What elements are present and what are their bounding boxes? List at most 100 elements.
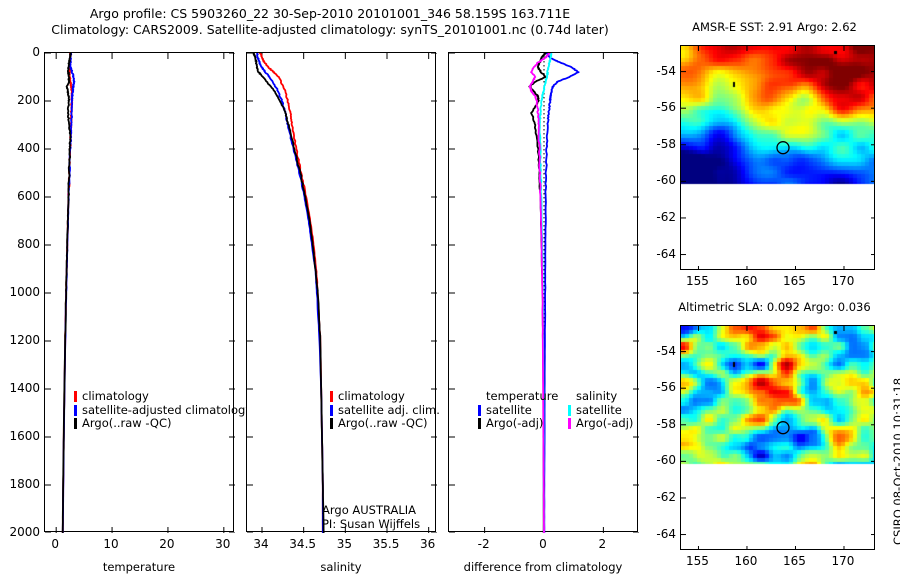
sla-map-overlay [681, 326, 874, 549]
x-tick-label: 34 [253, 537, 269, 551]
legend-item: Argo(..raw -QC) [330, 416, 440, 431]
map-x-tick-label: 155 [686, 554, 709, 568]
sst-map-title: AMSR-E SST: 2.91 Argo: 2.62 [692, 20, 857, 34]
salinity-profile-plot [247, 53, 437, 533]
legend-spacer [478, 391, 481, 402]
difference-legend-salinity: salinity satellite Argo(-adj) [568, 389, 634, 431]
legend-color-swatch-salinity-argo [568, 418, 571, 430]
y-tick-label: 600 [17, 189, 40, 203]
legend-color-swatch-argo [478, 418, 481, 430]
legend-label: climatology [338, 389, 405, 403]
legend-header-row: salinity [568, 389, 633, 404]
y-tick-label: 1800 [9, 477, 40, 491]
credit-line-1: Argo AUSTRALIA [322, 503, 417, 517]
x-tick-label: 35 [336, 537, 352, 551]
legend-item: climatology [74, 389, 252, 404]
difference-profile-plot [449, 53, 639, 533]
salinity-legend: climatology satellite adj. clim. Argo(..… [330, 389, 440, 431]
x-tick-label: -2 [477, 537, 490, 551]
y-tick-label: 2000 [9, 525, 40, 539]
figure-title: Argo profile: CS 5903260_22 30-Sep-2010 … [0, 6, 660, 38]
sla-map-panel[interactable] [680, 325, 875, 550]
salinity-axis-label: salinity [320, 560, 362, 574]
legend-item: satellite-adjusted climatology [74, 402, 253, 418]
map-y-tick-label: -62 [656, 489, 676, 504]
csiro-timestamp: CSIRO 08-Oct-2010 10:31:18 [891, 377, 900, 545]
sla-map-image [681, 326, 874, 549]
map-y-tick-label: -54 [656, 343, 676, 358]
x-tick-label: 10 [103, 537, 119, 551]
legend-label: satellite [576, 402, 622, 417]
legend-item: Argo(..raw -QC) [74, 416, 252, 431]
y-tick-label: 1400 [9, 381, 40, 395]
sst-map-panel[interactable] [680, 45, 875, 270]
temperature-profile-panel[interactable] [44, 52, 235, 533]
legend-item: satellite [478, 402, 558, 418]
legend-color-swatch-satellite [330, 404, 333, 416]
legend-label: Argo(..raw -QC) [338, 416, 428, 430]
y-tick-label: 400 [17, 141, 40, 155]
x-tick-label: 35.5 [372, 537, 400, 551]
map-y-tick-label: -62 [656, 209, 676, 224]
y-tick-label: 1000 [9, 285, 40, 299]
map-y-tick-label: -60 [656, 453, 676, 468]
map-x-tick-label: 160 [734, 554, 758, 568]
x-tick-label: 20 [159, 537, 175, 551]
x-tick-label: 0 [51, 537, 59, 551]
y-tick-label: 0 [32, 45, 40, 59]
map-x-tick-label: 155 [686, 274, 709, 288]
y-tick-label: 200 [17, 93, 40, 107]
legend-color-swatch-salinity-satellite [568, 404, 571, 416]
legend-spacer [568, 391, 571, 402]
map-y-tick-label: -60 [656, 173, 676, 188]
temperature-axis-label: temperature [102, 560, 176, 574]
salinity-profile-panel[interactable] [246, 52, 437, 533]
map-y-tick-label: -64 [656, 526, 676, 541]
legend-label: Argo(-adj) [576, 416, 634, 430]
legend-label: satellite-adjusted climatology [82, 402, 253, 417]
x-tick-label: 34.5 [289, 537, 317, 551]
map-x-tick-label: 165 [783, 274, 806, 288]
legend-label: satellite [486, 402, 532, 417]
difference-profile-panel[interactable] [448, 52, 639, 533]
map-y-tick-label: -58 [656, 416, 676, 431]
title-line-2: Climatology: CARS2009. Satellite-adjuste… [51, 22, 609, 37]
x-tick-label: 36 [420, 537, 436, 551]
legend-color-swatch-climatology [330, 391, 333, 403]
legend-item: Argo(-adj) [478, 416, 558, 431]
difference-axis-label: difference from climatology [463, 560, 623, 574]
legend-group-header: salinity [576, 389, 618, 403]
map-x-tick-label: 170 [831, 554, 855, 568]
y-tick-label: 1600 [9, 429, 40, 443]
map-y-tick-label: -56 [656, 100, 676, 115]
map-y-tick-label: -64 [656, 246, 676, 261]
legend-color-swatch-argo [330, 418, 333, 430]
y-tick-label: 1200 [9, 333, 40, 347]
credit-line-2: PI: Susan Wijffels [322, 517, 421, 531]
legend-label: satellite adj. clim. [338, 402, 440, 417]
legend-color-swatch-climatology [74, 391, 77, 403]
map-x-tick-label: 165 [783, 554, 806, 568]
temperature-profile-plot [45, 53, 235, 533]
legend-color-swatch-satellite [478, 404, 481, 416]
legend-group-header: temperature [486, 389, 559, 403]
legend-label: Argo(-adj) [486, 416, 544, 430]
legend-item: climatology [330, 389, 440, 404]
legend-color-swatch-satellite [74, 404, 77, 416]
map-x-tick-label: 170 [831, 274, 855, 288]
legend-item: satellite adj. clim. [330, 402, 440, 418]
legend-color-swatch-argo [74, 418, 77, 430]
difference-legend-temperature: temperature satellite Argo(-adj) [478, 389, 559, 431]
x-tick-label: 30 [215, 537, 231, 551]
x-tick-label: 0 [539, 537, 547, 551]
legend-item: Argo(-adj) [568, 416, 634, 431]
y-tick-label: 800 [17, 237, 40, 251]
map-x-tick-label: 160 [734, 274, 758, 288]
map-y-tick-label: -54 [656, 63, 676, 78]
x-tick-label: 2 [598, 537, 607, 551]
legend-label: Argo(..raw -QC) [82, 416, 172, 430]
temperature-legend: climatology satellite-adjusted climatolo… [74, 389, 253, 431]
map-y-tick-label: -56 [656, 380, 676, 395]
legend-header-row: temperature [478, 389, 559, 404]
